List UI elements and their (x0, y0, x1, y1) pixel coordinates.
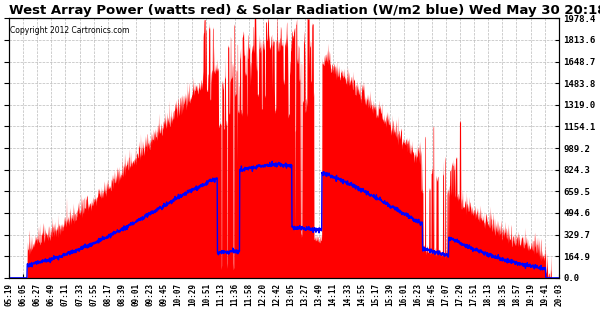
Text: Copyright 2012 Cartronics.com: Copyright 2012 Cartronics.com (10, 26, 129, 35)
Text: West Array Power (watts red) & Solar Radiation (W/m2 blue) Wed May 30 20:18: West Array Power (watts red) & Solar Rad… (9, 4, 600, 17)
